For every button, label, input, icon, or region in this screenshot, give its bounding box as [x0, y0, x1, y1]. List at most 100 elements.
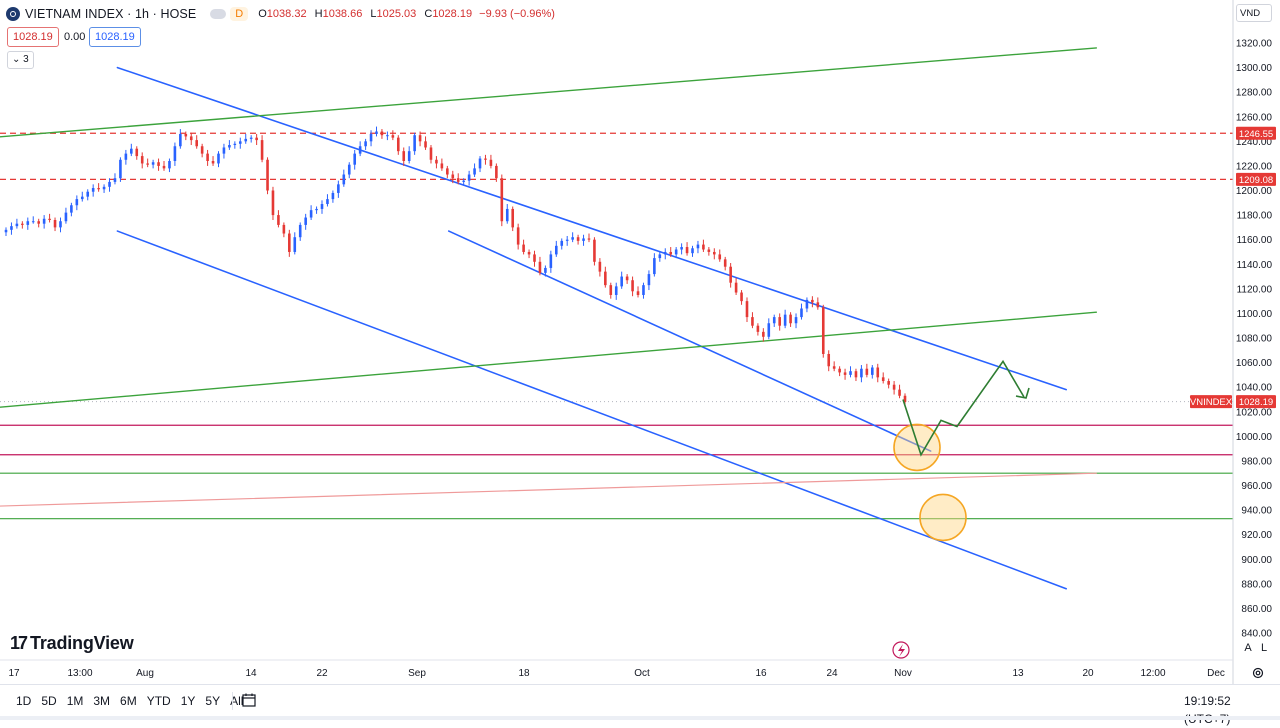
time-axis[interactable]: 17 13:00 Aug 14 22 Sep 18 Oct 16 24 Nov 13 20 12:00 De… — [0, 659, 1233, 679]
low-value: 1025.03 — [376, 8, 417, 20]
candle-body — [80, 196, 84, 200]
candle-body — [91, 188, 95, 192]
candle-body — [462, 180, 465, 182]
range-1d[interactable]: 1D — [16, 694, 32, 708]
time-tick-label: 12:00 — [1140, 668, 1165, 679]
time-tick-label: 17 — [8, 668, 20, 679]
candle-body — [320, 204, 324, 209]
last-price-label: 1028.19 — [1239, 397, 1273, 408]
candle-body — [713, 251, 716, 255]
candle-body — [255, 137, 258, 141]
candle-body — [473, 168, 476, 175]
price-tick-label: 860.00 — [1241, 604, 1272, 615]
price-markers: 1246.55 1209.08 VNINDEX 1028.19 — [1190, 126, 1276, 409]
time-tick-label: 13:00 — [67, 668, 92, 679]
range-ytd[interactable]: YTD — [146, 694, 171, 708]
candle-body — [369, 133, 373, 142]
range-all[interactable]: All — [230, 694, 244, 708]
candle-body — [456, 178, 460, 182]
candle-body — [658, 254, 662, 259]
candle-body — [871, 367, 874, 375]
candle-body — [429, 147, 433, 160]
candle-body — [625, 276, 629, 281]
candle-body — [642, 285, 645, 295]
symbol-title[interactable]: VIETNAM INDEX · 1h · HOSE — [25, 7, 197, 21]
high-value: 1038.66 — [322, 8, 363, 20]
candle-body — [293, 237, 297, 252]
candle-body — [64, 212, 68, 222]
candle-body — [135, 148, 139, 157]
lightning-icon[interactable] — [892, 641, 910, 659]
bid-price-box[interactable]: 1028.19 — [7, 27, 59, 47]
log-scale-button[interactable]: L — [1260, 642, 1268, 654]
interval-badge[interactable]: D — [230, 7, 249, 21]
candle-body — [860, 368, 863, 378]
time-tick-label: Sep — [408, 668, 426, 679]
ask-price-box[interactable]: 1028.19 — [89, 27, 141, 47]
candle-body — [309, 210, 313, 218]
range-6m[interactable]: 6M — [120, 694, 137, 708]
candle-body — [511, 208, 515, 228]
candle-body — [184, 133, 188, 137]
trendline-3 — [0, 47, 1098, 138]
candle-body — [146, 163, 149, 165]
price-tick-label: 1120.00 — [1237, 284, 1273, 295]
candle-body — [228, 145, 231, 148]
lightning-bolt — [898, 644, 905, 657]
candle-body — [604, 271, 607, 286]
price-tick-label: 1100.00 — [1237, 309, 1273, 320]
range-5d[interactable]: 5D — [41, 694, 57, 708]
candle-body — [772, 317, 776, 324]
candle-body — [876, 367, 880, 378]
currency-select[interactable]: VND — [1236, 4, 1272, 22]
range-1y[interactable]: 1Y — [180, 694, 196, 708]
candle-body — [195, 140, 198, 147]
chart-header: VIETNAM INDEX · 1h · HOSE D O1038.32 H10… — [6, 5, 555, 23]
price-chart[interactable]: 1320.00 1300.00 1280.00 1260.00 1240.00 1220.… — [0, 0, 1280, 684]
candle-body — [756, 325, 760, 332]
candle-body — [669, 251, 673, 255]
range-1m[interactable]: 1M — [66, 694, 84, 708]
candle-body — [10, 226, 13, 230]
candle-body — [887, 381, 890, 385]
gear-icon[interactable] — [1251, 666, 1265, 680]
toggle-pill[interactable] — [210, 9, 227, 19]
candle-body — [783, 314, 787, 326]
candle-body — [277, 215, 280, 225]
candle-body — [495, 165, 498, 179]
candle-body — [238, 141, 242, 144]
projection-arrowhead — [1015, 387, 1030, 399]
price-tick-label: 1080.00 — [1236, 334, 1273, 345]
close-value: 1028.19 — [432, 8, 473, 20]
candle-body — [734, 282, 738, 293]
price-tick-label: 960.00 — [1241, 481, 1272, 492]
candle-body — [636, 291, 640, 295]
auto-scale-button[interactable]: A — [1244, 642, 1252, 654]
candle-body — [865, 368, 869, 375]
trendlines — [0, 47, 1098, 590]
candle-body — [440, 163, 444, 169]
candle-body — [533, 254, 536, 262]
candle-body — [805, 299, 809, 309]
candle-body — [544, 267, 547, 273]
price-tick-label: 1020.00 — [1236, 407, 1273, 418]
calendar-icon[interactable] — [241, 692, 257, 708]
tradingview-watermark: 17 TradingView — [10, 633, 134, 654]
candle-body — [729, 266, 732, 283]
candle-body — [560, 240, 564, 246]
clock-readout[interactable]: 19:19:52 (UTC+7) — [1184, 694, 1231, 726]
candle-body — [663, 251, 667, 255]
price-tick-label: 1320.00 — [1236, 39, 1273, 50]
candle-body — [358, 146, 362, 154]
candle-body — [31, 221, 35, 223]
candle-body — [386, 135, 389, 137]
low-label: L — [370, 8, 377, 20]
indicators-toggle[interactable]: ⌄ 3 — [7, 51, 34, 69]
candle-body — [467, 174, 471, 181]
range-5y[interactable]: 5Y — [205, 694, 221, 708]
price-marker-label: 1246.55 — [1239, 129, 1273, 140]
range-3m[interactable]: 3M — [93, 694, 111, 708]
price-axis[interactable]: 1320.00 1300.00 1280.00 1260.00 1240.00 1220.… — [1232, 0, 1273, 684]
candle-body — [903, 395, 907, 402]
candle-body — [674, 249, 678, 255]
